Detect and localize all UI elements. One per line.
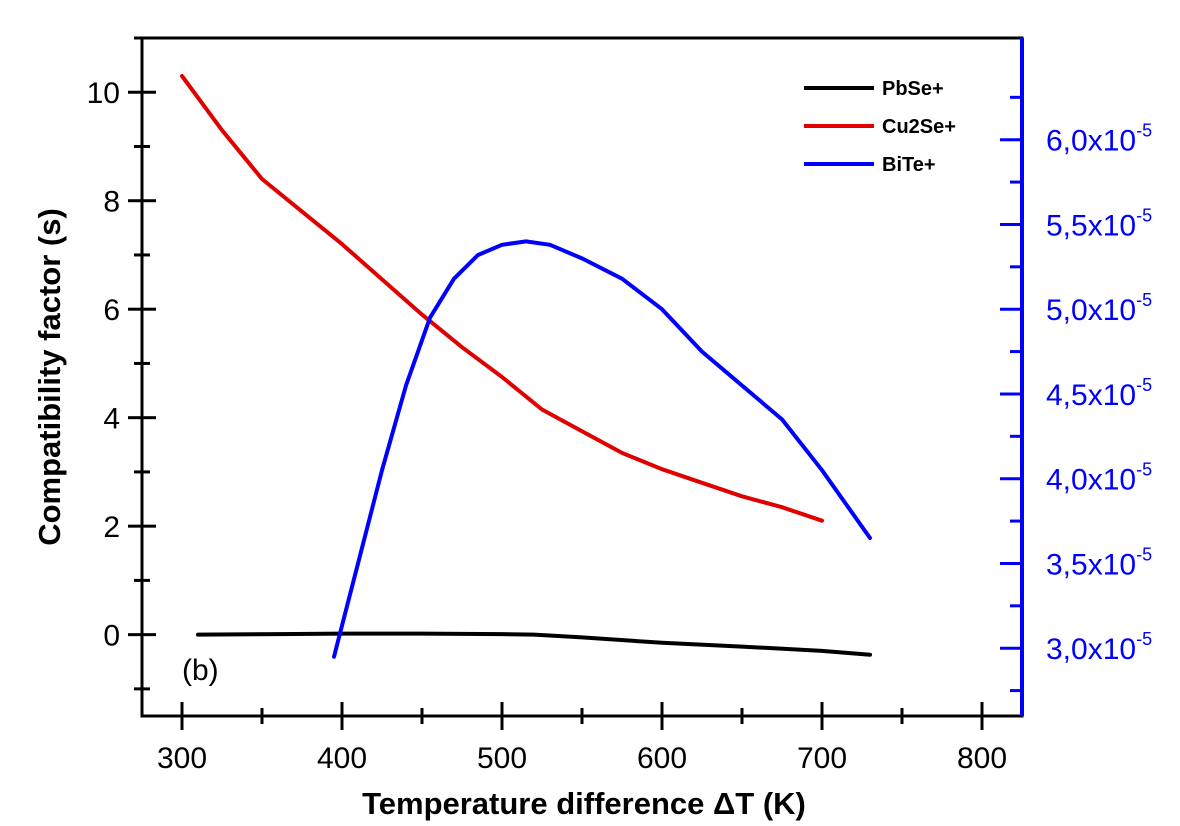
- y-axis-ticks: 0 2 4 6 8 10: [87, 36, 156, 691]
- series-layer: [180, 74, 872, 659]
- legend-label: BiTe+: [882, 154, 936, 176]
- y2-tick-label: 3,5x10-5: [1046, 544, 1152, 581]
- y-tick-label: 0: [103, 620, 120, 653]
- y-tick-label: 4: [103, 403, 120, 436]
- y2-tick-label: 4,5x10-5: [1046, 375, 1152, 412]
- x-tick-label: 800: [957, 742, 1007, 775]
- y-tick-label: 2: [103, 511, 120, 544]
- y2-tick-label: 6,0x10-5: [1046, 121, 1152, 158]
- series-line-cu2se: [180, 74, 824, 523]
- panel-annotation: (b): [182, 654, 219, 687]
- plot-frame: [140, 36, 1024, 718]
- y2-tick-label: 3,0x10-5: [1046, 629, 1152, 666]
- y-tick-label: 6: [103, 294, 120, 327]
- x-tick-label: 400: [317, 742, 367, 775]
- y2-tick-label: 5,0x10-5: [1046, 290, 1152, 327]
- y2-tick-label: 4,0x10-5: [1046, 460, 1152, 497]
- x-tick-label: 600: [637, 742, 687, 775]
- y-tick-label: 8: [103, 186, 120, 219]
- legend: PbSe+ Cu2Se+ BiTe+: [804, 78, 956, 176]
- legend-label: PbSe+: [882, 78, 944, 100]
- x-tick-label: 500: [477, 742, 527, 775]
- y-axis-title: Compatibility factor (s): [32, 208, 67, 546]
- series-line-pbse: [196, 631, 872, 657]
- y2-axis-ticks: 3,0x10-5 3,5x10-5 4,0x10-5 4,5x10-5 5,0x10-5…: [1000, 95, 1152, 693]
- x-axis-ticks: 300 400 500 600 700 800: [157, 702, 1007, 775]
- y-tick-label: 10: [87, 77, 120, 110]
- series-line-bite: [332, 239, 872, 659]
- x-tick-label: 700: [797, 742, 847, 775]
- x-tick-label: 300: [157, 742, 207, 775]
- legend-label: Cu2Se+: [882, 116, 956, 138]
- y2-tick-label: 5,5x10-5: [1046, 205, 1152, 242]
- x-axis-title: Temperature difference ΔT (K): [362, 786, 806, 821]
